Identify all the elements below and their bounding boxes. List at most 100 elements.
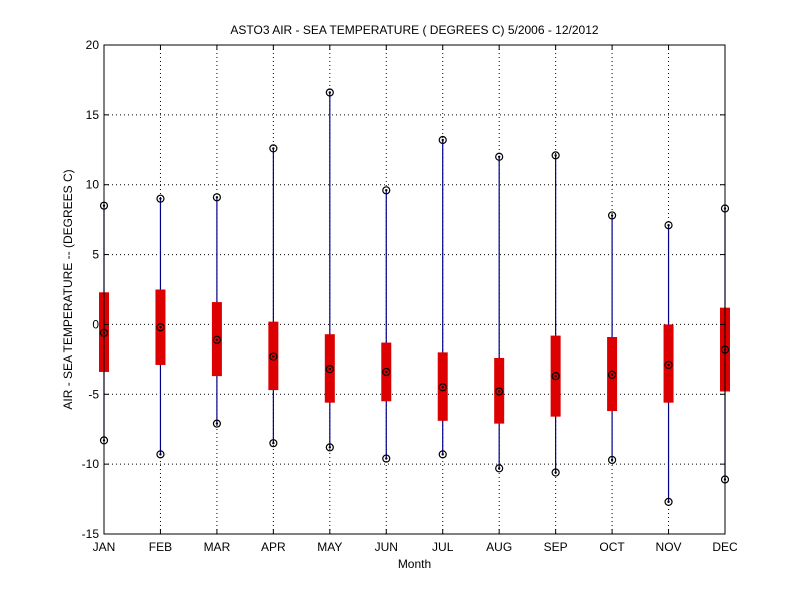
median-marker-dot xyxy=(667,363,670,367)
median-marker xyxy=(664,360,673,370)
max-marker xyxy=(212,193,222,202)
box-sep xyxy=(550,151,561,477)
min-marker-dot xyxy=(159,453,162,456)
box-nov xyxy=(663,221,674,506)
y-tick-label: 20 xyxy=(86,38,100,52)
x-tick-label: MAY xyxy=(317,540,342,554)
box-apr xyxy=(268,144,279,448)
y-axis: -15 -10 -5 0 5 10 15 20 xyxy=(82,38,725,541)
x-tick-label: JUN xyxy=(375,540,398,554)
x-tick-label: MAR xyxy=(204,540,231,554)
box-may xyxy=(324,88,335,452)
min-marker-dot xyxy=(441,453,444,456)
max-marker xyxy=(438,135,447,145)
max-marker-dot xyxy=(497,155,501,158)
median-marker xyxy=(156,323,165,332)
x-axis: JAN FEB MAR APR MAY JUN JUL AUG SEP OCT NOV DEC xyxy=(93,45,738,554)
y-tick-label: 5 xyxy=(92,248,99,262)
median-marker xyxy=(551,372,560,381)
box-jul xyxy=(437,135,448,459)
min-marker-dot xyxy=(215,422,219,425)
y-tick-label: -5 xyxy=(88,387,99,401)
min-marker xyxy=(156,450,165,459)
max-marker xyxy=(156,194,165,203)
min-marker-dot xyxy=(272,441,275,445)
y-tick-label: -10 xyxy=(82,457,100,471)
median-marker xyxy=(325,365,334,374)
median-marker-dot xyxy=(385,370,388,374)
x-tick-label: NOV xyxy=(656,540,682,554)
max-marker-dot xyxy=(215,196,219,199)
median-marker-dot xyxy=(272,355,275,358)
max-marker-dot xyxy=(272,147,275,150)
min-marker-dot xyxy=(554,471,557,474)
median-marker xyxy=(607,370,617,379)
min-marker xyxy=(495,464,504,473)
max-marker-dot xyxy=(667,224,670,227)
x-tick-label: DEC xyxy=(712,540,738,554)
median-marker-dot xyxy=(441,386,444,389)
max-marker xyxy=(269,144,278,153)
x-axis-label: Month xyxy=(398,557,431,571)
x-tick-label: FEB xyxy=(149,540,172,554)
median-marker xyxy=(382,367,391,377)
min-marker-dot xyxy=(667,500,670,504)
min-marker-dot xyxy=(497,467,501,470)
chart-title: ASTO3 AIR - SEA TEMPERATURE ( DEGREES C)… xyxy=(230,23,598,37)
box-feb xyxy=(155,194,166,459)
box-oct xyxy=(607,211,618,465)
y-tick-label: 15 xyxy=(86,108,100,122)
max-marker xyxy=(325,88,334,97)
x-tick-label: AUG xyxy=(486,540,512,554)
min-marker-dot xyxy=(328,446,332,449)
plot-frame xyxy=(103,44,726,535)
box-mar xyxy=(211,193,222,428)
box-aug xyxy=(494,152,505,473)
median-marker xyxy=(269,352,278,361)
y-axis-label: AIR - SEA TEMPERATURE -- (DEGREES C) xyxy=(61,169,75,409)
max-marker-dot xyxy=(385,189,388,192)
median-marker xyxy=(212,335,222,344)
x-tick-label: OCT xyxy=(599,540,625,554)
median-marker-dot xyxy=(328,367,332,371)
min-marker xyxy=(664,497,673,506)
iqr-box xyxy=(663,324,674,403)
min-marker xyxy=(269,439,278,448)
median-marker-dot xyxy=(159,326,162,329)
x-tick-label: APR xyxy=(261,540,286,554)
grid-lines xyxy=(104,45,725,534)
max-marker-dot xyxy=(610,214,614,217)
x-tick-label: JUL xyxy=(432,540,454,554)
max-marker xyxy=(551,151,560,160)
min-marker-dot xyxy=(385,457,388,460)
min-marker-dot xyxy=(610,458,614,462)
median-marker xyxy=(495,387,504,396)
median-marker-dot xyxy=(497,390,501,393)
max-marker-dot xyxy=(554,154,557,157)
box-jun xyxy=(381,186,392,463)
max-marker xyxy=(607,211,617,220)
max-marker-dot xyxy=(328,91,332,94)
boxes-layer xyxy=(99,88,730,506)
min-marker xyxy=(607,455,617,465)
max-marker-dot xyxy=(441,138,444,142)
x-tick-label: SEP xyxy=(544,540,568,554)
max-marker xyxy=(382,186,391,195)
median-marker-dot xyxy=(610,373,614,376)
max-marker xyxy=(664,221,673,230)
median-marker-dot xyxy=(554,374,557,378)
y-tick-label: -15 xyxy=(82,527,100,541)
min-marker xyxy=(438,450,447,459)
median-marker xyxy=(438,383,447,392)
min-marker xyxy=(551,468,560,477)
min-marker xyxy=(325,443,334,452)
x-tick-label: JAN xyxy=(93,540,116,554)
y-tick-label: 0 xyxy=(92,317,99,331)
max-marker xyxy=(495,152,504,161)
max-marker-dot xyxy=(159,197,162,200)
min-marker xyxy=(382,454,391,463)
min-marker xyxy=(212,419,222,428)
y-tick-label: 10 xyxy=(86,178,100,192)
median-marker-dot xyxy=(215,338,219,341)
